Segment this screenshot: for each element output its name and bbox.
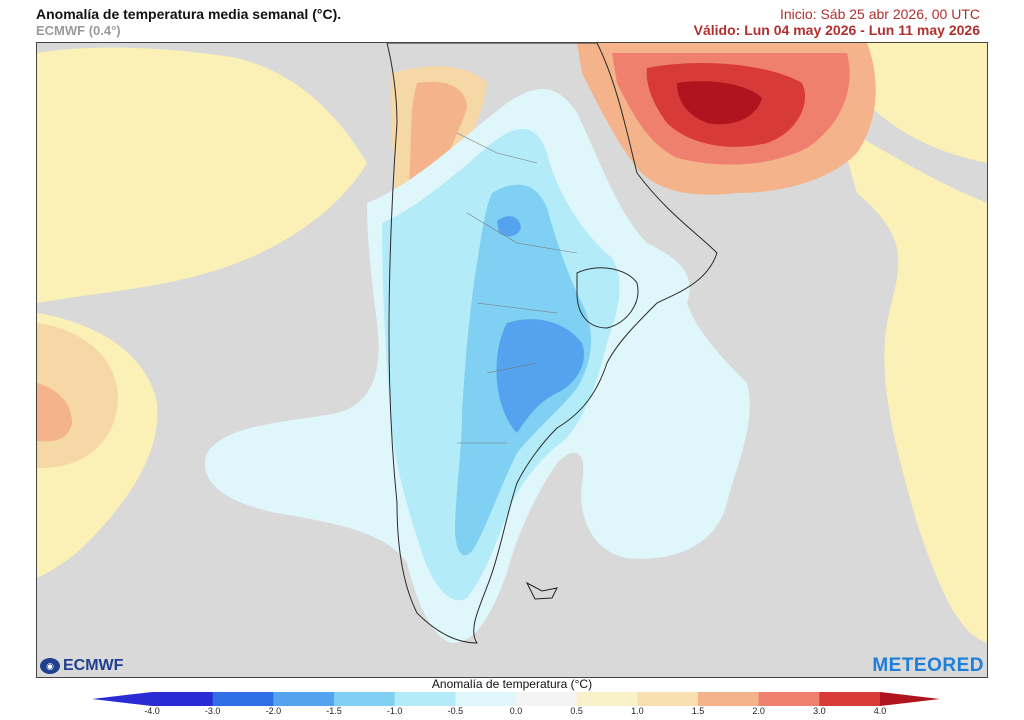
colorbar-tick-label: -1.5	[326, 706, 342, 716]
colorbar-bin	[637, 692, 699, 706]
colorbar	[92, 692, 940, 706]
map-canvas	[37, 43, 987, 677]
colorbar-bin	[758, 692, 820, 706]
colorbar-bin	[516, 692, 578, 706]
colorbar-bin	[334, 692, 396, 706]
warm-area-pacific	[37, 47, 367, 303]
colorbar-tick-label: -1.0	[386, 706, 403, 716]
cold-area-core-north	[497, 216, 521, 237]
model-label: ECMWF (0.4°)	[36, 23, 121, 38]
colorbar-tick-label: 1.5	[691, 706, 705, 716]
colorbar-tick-label: -3.0	[204, 706, 221, 716]
falklands-outline	[525, 581, 558, 600]
cold-area-core	[496, 319, 585, 433]
ecmwf-globe-icon: ◉	[40, 658, 60, 674]
colorbar-tick-label: -4.0	[144, 706, 160, 716]
warm-area-north	[717, 43, 987, 163]
colorbar-bin	[576, 692, 638, 706]
colorbar-tick-label: 4.0	[873, 706, 887, 716]
init-time: Inicio: Sáb 25 abr 2026, 00 UTC	[779, 6, 980, 22]
colorbar-tick-label: 0.0	[509, 706, 523, 716]
uruguay-outline	[576, 267, 639, 329]
province-borders	[456, 132, 578, 444]
colorbar-bin	[698, 692, 760, 706]
ecmwf-logo-text: ECMWF	[63, 657, 124, 674]
map-title: Anomalía de temperatura media semanal (°…	[36, 6, 342, 22]
colorbar-tick-label: -2.0	[265, 706, 282, 716]
colorbar-arrow-low	[92, 692, 152, 706]
south-america-outline	[386, 43, 718, 644]
colorbar-tick-label: -0.5	[447, 706, 464, 716]
colorbar-tick-label: 3.0	[813, 706, 826, 716]
meteored-logo: METEORED	[872, 655, 984, 676]
colorbar-bin	[273, 692, 335, 706]
warm-area-atlantic	[837, 123, 987, 643]
colorbar-bin	[819, 692, 881, 706]
warm-area-pacific-core	[37, 383, 72, 442]
colorbar-tick-label: 2.0	[752, 706, 765, 716]
ecmwf-logo: ◉ ECMWF	[40, 657, 123, 675]
colorbar-tick-label: 0.5	[570, 706, 583, 716]
colorbar-arrow-high	[880, 692, 940, 706]
valid-period: Válido: Lun 04 may 2026 - Lun 11 may 202…	[693, 22, 980, 38]
anomaly-map[interactable]	[36, 42, 988, 678]
warm-area-brazil-peak	[677, 81, 762, 125]
colorbar-tick-label: 1.0	[631, 706, 644, 716]
colorbar-bin	[455, 692, 517, 706]
colorbar-bin	[212, 692, 274, 706]
colorbar-ticks: -4.0 -3.0 -2.0 -1.5 -1.0 -0.5 0.0 0.5 1.0 1.5 2.0 3…	[0, 706, 1024, 720]
colorbar-bin	[394, 692, 456, 706]
colorbar-bin	[152, 692, 214, 706]
colorbar-label: Anomalía de temperatura (°C)	[431, 677, 593, 691]
